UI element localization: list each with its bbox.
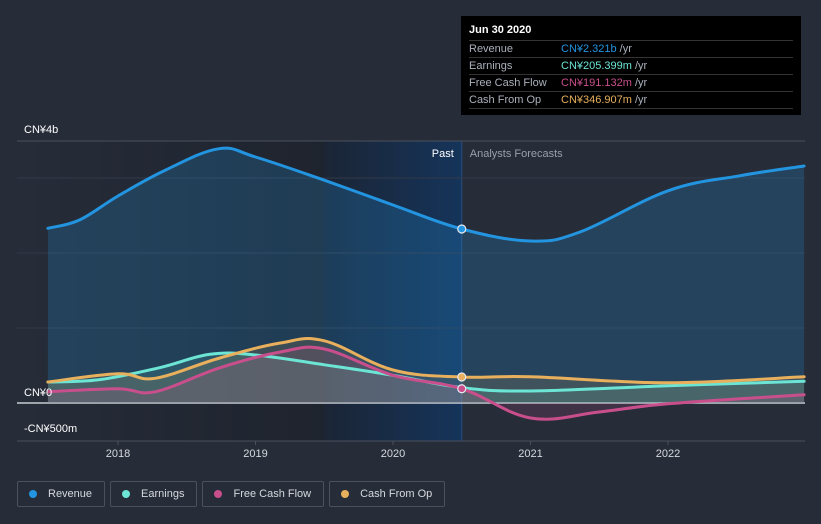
x-tick-label: 2018 — [106, 448, 130, 460]
tooltip-unit: /yr — [634, 60, 648, 72]
legend-dot-icon — [29, 490, 37, 498]
legend-label: Revenue — [48, 488, 93, 500]
tooltip-label: Free Cash Flow — [469, 77, 547, 89]
earnings-area — [47, 353, 805, 403]
legend-label: Cash From Op — [360, 488, 433, 500]
legend-item-cash-from-op[interactable]: Cash From Op — [329, 481, 446, 507]
x-tick-label: 2019 — [243, 448, 267, 460]
tooltip-unit: /yr — [634, 77, 648, 89]
forecast-label: Analysts Forecasts — [470, 148, 563, 160]
tooltip-unit: /yr — [634, 94, 648, 106]
x-tick-label: 2022 — [656, 448, 680, 460]
tooltip-label: Revenue — [469, 43, 514, 55]
past-label: Past — [432, 148, 454, 160]
revenue-area — [47, 148, 805, 403]
x-tick-label: 2021 — [518, 448, 542, 460]
tooltip-label: Cash From Op — [469, 94, 542, 106]
legend-item-revenue[interactable]: Revenue — [17, 481, 106, 507]
revenue-line — [46, 146, 806, 243]
x-tick-label: 2020 — [381, 448, 405, 460]
tooltip-label: Earnings — [469, 60, 513, 72]
legend: Revenue Earnings Free Cash Flow Cash Fro… — [17, 481, 446, 507]
legend-item-earnings[interactable]: Earnings — [110, 481, 198, 507]
tooltip-row-cash-from-op: Cash From Op CN¥346.907m /yr — [469, 92, 793, 109]
legend-dot-icon — [214, 490, 223, 498]
free-cash-flow-line — [46, 345, 806, 421]
legend-label: Free Cash Flow — [233, 488, 312, 500]
tooltip-value: CN¥2.321b — [561, 43, 617, 55]
y-tick-label: -CN¥500m — [24, 423, 77, 435]
tooltip-row-free-cash-flow: Free Cash Flow CN¥191.132m /yr — [469, 75, 793, 92]
free-cash-flow-area — [47, 347, 805, 420]
tooltip-value: CN¥346.907m — [561, 94, 632, 106]
legend-label: Earnings — [141, 488, 185, 500]
y-tick-label: CN¥4b — [24, 124, 58, 136]
tooltip-unit: /yr — [619, 43, 632, 55]
past-highlight-region — [324, 141, 462, 441]
tooltip-value: CN¥205.399m — [561, 60, 632, 72]
legend-dot-icon — [122, 490, 131, 498]
cash-from-op-marker — [457, 372, 467, 382]
tooltip-date: Jun 30 2020 — [469, 24, 793, 41]
tooltip-value: CN¥191.132m — [561, 77, 632, 89]
earnings-line — [46, 351, 806, 393]
cash-from-op-line — [46, 337, 806, 385]
revenue-marker — [457, 224, 467, 234]
tooltip-row-earnings: Earnings CN¥205.399m /yr — [469, 58, 793, 75]
legend-dot-icon — [341, 490, 350, 498]
tooltip: Jun 30 2020 Revenue CN¥2.321b /yr Earnin… — [461, 16, 801, 115]
free-cash-flow-marker — [457, 384, 467, 394]
tooltip-row-revenue: Revenue CN¥2.321b /yr — [469, 41, 793, 58]
legend-item-free-cash-flow[interactable]: Free Cash Flow — [202, 481, 325, 507]
y-tick-label: CN¥0 — [24, 387, 52, 399]
